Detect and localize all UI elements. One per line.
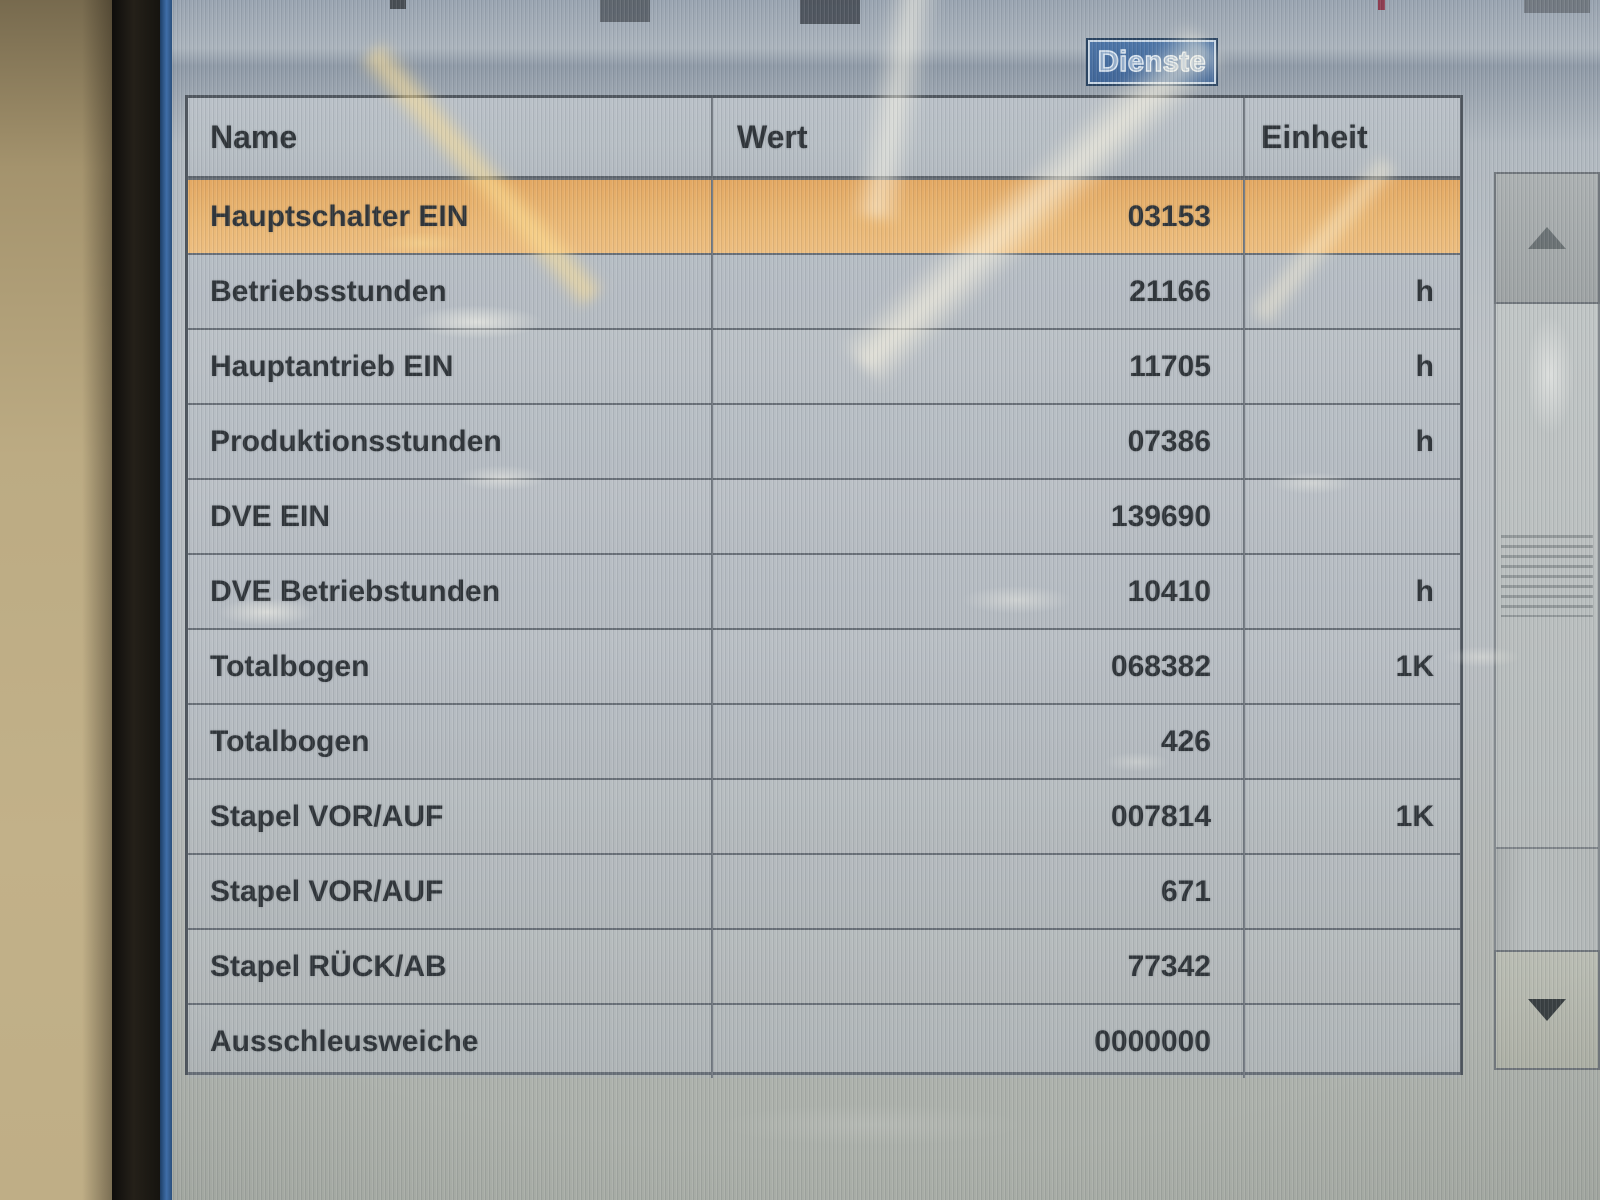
vertical-scrollbar (1494, 172, 1600, 1070)
row-value: 068382 (713, 630, 1245, 703)
wall-shadow (82, 0, 112, 1200)
row-value: 671 (713, 855, 1245, 928)
row-unit (1245, 705, 1460, 778)
row-name: Hauptantrieb EIN (188, 330, 713, 403)
table-header-row: Name Wert Einheit (188, 98, 1460, 178)
table-row[interactable]: DVE Betriebstunden 10410 h (188, 553, 1460, 628)
row-name: Hauptschalter EIN (188, 180, 713, 253)
row-value: 139690 (713, 480, 1245, 553)
row-unit (1245, 480, 1460, 553)
row-value: 77342 (713, 930, 1245, 1003)
column-header-einheit: Einheit (1261, 118, 1368, 155)
table-row[interactable]: Stapel VOR/AUF 007814 1K (188, 778, 1460, 853)
wall-edge (0, 0, 112, 1200)
up-arrow-icon (1528, 227, 1566, 249)
table-row[interactable]: Produktionsstunden 07386 h (188, 403, 1460, 478)
row-value: 07386 (713, 405, 1245, 478)
table-row[interactable]: Hauptschalter EIN 03153 (188, 178, 1460, 253)
row-name: Betriebsstunden (188, 255, 713, 328)
row-name: Totalbogen (188, 705, 713, 778)
row-unit: h (1415, 424, 1434, 458)
scrollbar-thumb[interactable] (1496, 304, 1598, 849)
row-value: 03153 (713, 180, 1245, 253)
row-name: Stapel RÜCK/AB (188, 930, 713, 1003)
row-unit: 1K (1395, 799, 1434, 833)
hmi-screen: Dienste Name Wert Einheit Hauptschalter … (172, 0, 1600, 1200)
row-value: 21166 (713, 255, 1245, 328)
row-value: 007814 (713, 780, 1245, 853)
table-row[interactable]: Ausschleusweiche 0000000 (188, 1003, 1460, 1078)
row-name: Ausschleusweiche (188, 1005, 713, 1078)
row-value: 10410 (713, 555, 1245, 628)
monitor-bezel (112, 0, 160, 1200)
row-unit (1245, 930, 1460, 1003)
thumb-grip-icon (1501, 534, 1593, 617)
row-unit (1245, 855, 1460, 928)
down-arrow-icon (1528, 999, 1566, 1021)
row-unit (1245, 180, 1460, 253)
table-row[interactable]: DVE EIN 139690 (188, 478, 1460, 553)
scroll-up-button[interactable] (1494, 172, 1600, 304)
row-name: Stapel VOR/AUF (188, 780, 713, 853)
row-unit: h (1415, 574, 1434, 608)
column-header-wert: Wert (713, 98, 1245, 176)
table-row[interactable]: Betriebsstunden 21166 h (188, 253, 1460, 328)
row-name: Stapel VOR/AUF (188, 855, 713, 928)
cropped-ui-fragment (1378, 0, 1385, 10)
dienste-button[interactable]: Dienste (1086, 38, 1218, 86)
row-unit: h (1415, 274, 1434, 308)
table-row[interactable]: Totalbogen 426 (188, 703, 1460, 778)
counter-table: Name Wert Einheit Hauptschalter EIN 0315… (185, 95, 1463, 1078)
table-row[interactable]: Hauptantrieb EIN 11705 h (188, 328, 1460, 403)
row-name: DVE EIN (188, 480, 713, 553)
column-header-name: Name (188, 98, 713, 176)
cropped-ui-fragment (390, 0, 406, 9)
row-unit: h (1415, 349, 1434, 383)
scroll-down-button[interactable] (1494, 950, 1600, 1070)
row-value: 11705 (713, 330, 1245, 403)
row-name: DVE Betriebstunden (188, 555, 713, 628)
screen-edge-highlight (160, 0, 172, 1200)
row-value: 0000000 (713, 1005, 1245, 1078)
row-name: Totalbogen (188, 630, 713, 703)
table-row[interactable]: Stapel RÜCK/AB 77342 (188, 928, 1460, 1003)
cropped-ui-fragment (600, 0, 650, 22)
table-body: Hauptschalter EIN 03153 Betriebsstunden … (188, 178, 1460, 1078)
row-value: 426 (713, 705, 1245, 778)
cropped-ui-fragment (1524, 0, 1590, 13)
scrollbar-track[interactable] (1494, 304, 1600, 950)
row-unit (1245, 1005, 1460, 1078)
row-name: Produktionsstunden (188, 405, 713, 478)
cropped-ui-fragment (800, 0, 860, 24)
table-row[interactable]: Stapel VOR/AUF 671 (188, 853, 1460, 928)
row-unit: 1K (1395, 649, 1434, 683)
table-row[interactable]: Totalbogen 068382 1K (188, 628, 1460, 703)
